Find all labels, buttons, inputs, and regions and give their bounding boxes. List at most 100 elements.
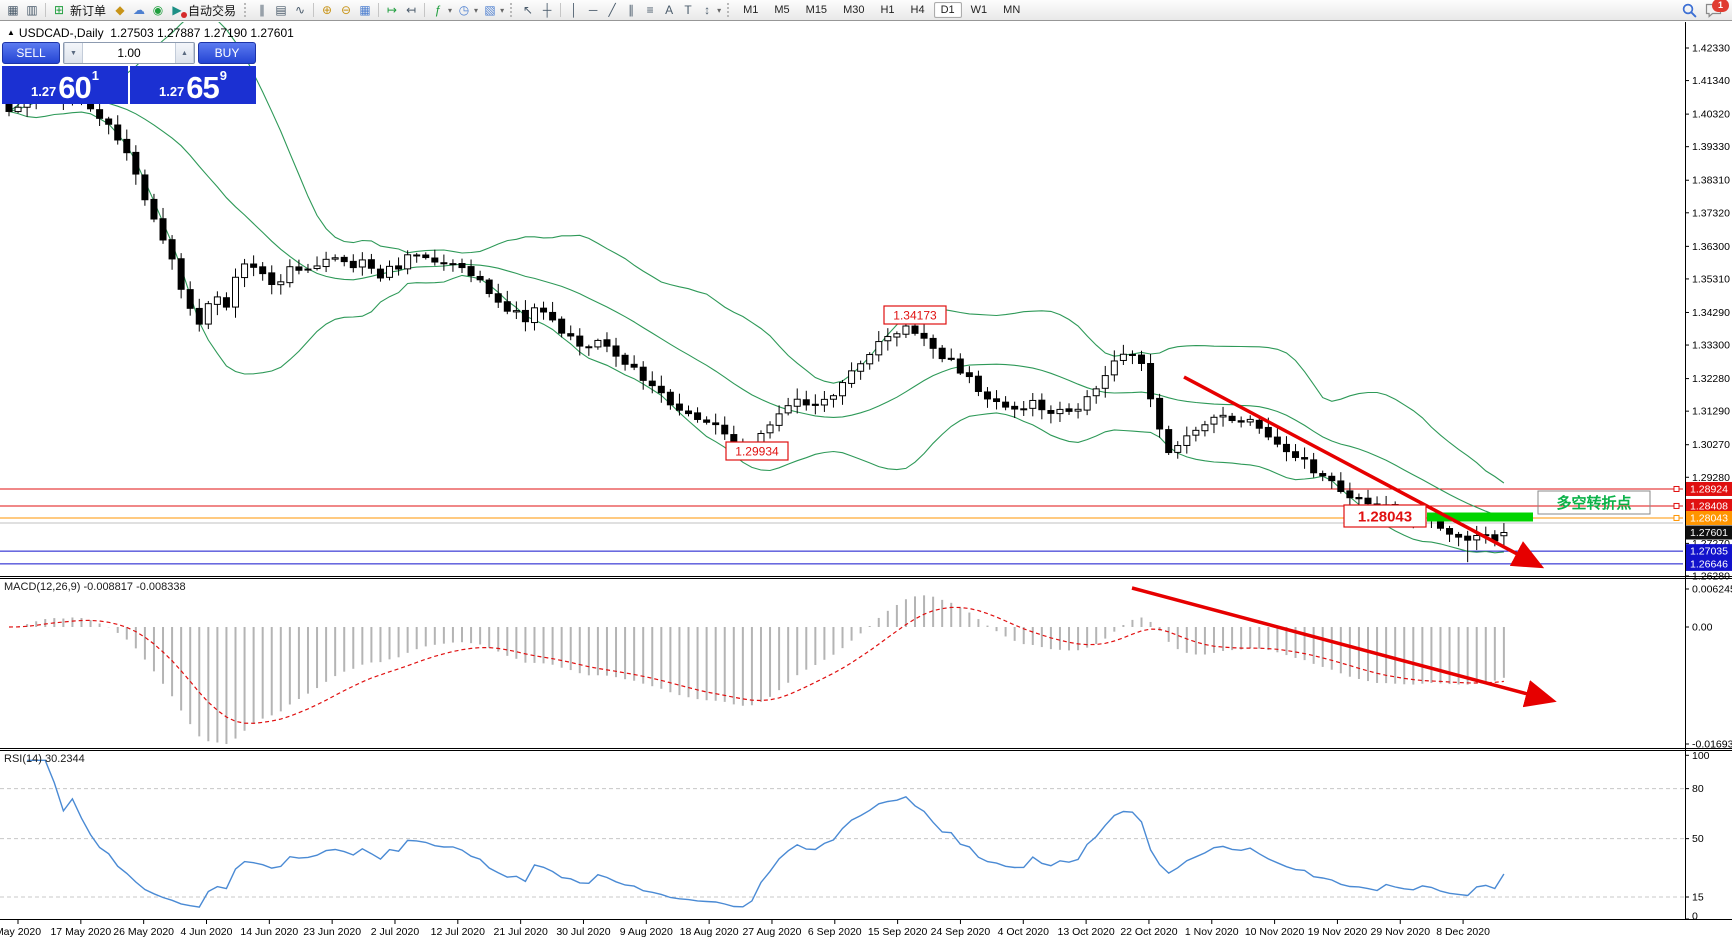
price-callout-1.28043[interactable]: 1.28043 <box>1343 504 1427 528</box>
candle-body <box>594 339 602 348</box>
sell-button[interactable]: SELL <box>2 42 60 64</box>
timeframe-d1[interactable]: D1 <box>933 2 962 18</box>
autotrading-button[interactable]: 自动交易 <box>188 3 237 18</box>
text-icon[interactable]: A <box>665 2 674 17</box>
zoom-in-icon[interactable]: ⊕ <box>322 2 333 17</box>
text-label-icon[interactable]: T <box>684 2 692 17</box>
new-order-button[interactable]: 新订单 <box>70 3 107 18</box>
callout-box <box>883 305 947 325</box>
badge-text: 1.26646 <box>1690 558 1728 570</box>
volume-input[interactable] <box>83 43 175 63</box>
autotrading-icon[interactable]: ▶ <box>168 2 188 19</box>
line-chart-icon[interactable]: ∿ <box>295 2 306 17</box>
periods-dropdown-caret[interactable]: ▾ <box>474 5 479 15</box>
candle-body <box>576 335 584 347</box>
chart-window-icon[interactable]: ▦ <box>7 2 19 17</box>
price-tick-label: 1.36300 <box>1692 241 1730 253</box>
equidistant-channel-icon[interactable]: ∥ <box>628 2 635 17</box>
timeframe-w1[interactable]: W1 <box>970 4 988 16</box>
bar-chart-icon[interactable]: ∥ <box>259 2 266 17</box>
sell-price[interactable]: 1.27 60 1 <box>2 66 128 104</box>
candle-body <box>1473 534 1481 541</box>
candle-body <box>866 354 874 365</box>
cursor-icon[interactable]: ↖ <box>523 2 534 17</box>
chat-icon[interactable]: 1 <box>1705 0 1729 18</box>
candle-body <box>1346 490 1354 499</box>
volume-increase-button[interactable]: ▲ <box>175 43 194 63</box>
new-order-icon[interactable]: ⊞ <box>53 2 65 17</box>
candle-body <box>1174 445 1182 453</box>
indicators-icon[interactable]: ƒ <box>434 2 442 17</box>
candlestick-chart-icon[interactable]: ▤ <box>275 2 287 17</box>
signals-icon[interactable]: ◉ <box>152 2 164 17</box>
auto-scroll-icon[interactable]: ↦ <box>387 2 398 17</box>
horizontal-line-objects[interactable] <box>0 485 1683 565</box>
price-trend-arrow[interactable] <box>1183 375 1545 569</box>
candle-body <box>213 296 221 305</box>
candle-body <box>458 263 466 269</box>
chart-shift-icon[interactable]: ↤ <box>406 2 417 17</box>
indicators-dropdown-caret[interactable]: ▾ <box>448 5 453 15</box>
search-icon[interactable] <box>1682 3 1697 18</box>
fibonacci-icon[interactable]: ≡ <box>646 2 654 17</box>
periods-icon[interactable]: ◷ <box>458 2 470 17</box>
candle-body <box>1337 480 1345 492</box>
buy-button[interactable]: BUY <box>198 42 256 64</box>
candle-body <box>911 325 919 334</box>
candle-body <box>1310 459 1318 474</box>
macd-name: MACD(12,26,9) <box>4 581 81 593</box>
badge-text: 1.28924 <box>1690 483 1728 495</box>
toolbar-separator <box>378 3 380 17</box>
timeframe-m5[interactable]: M5 <box>774 4 790 16</box>
timeframe-switcher: M1 M5 M15 M30 H1 H4 D1 W1 MN <box>736 2 1027 18</box>
toolbar-separator <box>560 3 562 17</box>
timeframe-h4[interactable]: H4 <box>910 4 925 16</box>
crosshair-icon[interactable]: ┼ <box>542 2 552 17</box>
candle-body <box>1237 420 1245 423</box>
candle-body <box>485 279 493 295</box>
vertical-line-icon[interactable]: │ <box>570 2 578 17</box>
date-label: 30 Jul 2020 <box>556 926 610 938</box>
price-callout-1.29934[interactable]: 1.29934 <box>725 441 789 461</box>
community-icon[interactable]: ☁ <box>133 2 146 17</box>
candle-body <box>1029 399 1037 409</box>
candle-body <box>177 258 185 290</box>
candle-body <box>114 124 122 141</box>
candle-body <box>929 337 937 349</box>
arrows-icon[interactable]: ↕ <box>704 2 711 17</box>
bollinger-bands[interactable] <box>8 11 1505 554</box>
zoom-out-icon[interactable]: ⊖ <box>341 2 352 17</box>
macd-trend-arrow[interactable] <box>1131 586 1557 708</box>
volume-stepper: ▼ ▲ <box>63 42 195 64</box>
candle-body <box>603 339 611 347</box>
volume-decrease-button[interactable]: ▼ <box>64 43 83 63</box>
buy-price[interactable]: 1.27 65 9 <box>130 66 256 104</box>
timeframe-mn[interactable]: MN <box>1003 4 1021 16</box>
horizontal-line-icon[interactable]: ─ <box>588 2 598 17</box>
timeframe-m1[interactable]: M1 <box>743 4 759 16</box>
candle-body <box>268 272 276 285</box>
price-callout-1.34173[interactable]: 1.34173 <box>883 305 947 325</box>
note-box[interactable]: 多空转折点 <box>1537 490 1651 515</box>
candle-body <box>1319 473 1327 477</box>
timeframe-h1[interactable]: H1 <box>880 4 895 16</box>
bollinger-middle <box>8 98 1505 519</box>
main-toolbar: ▦ ▥ ⊞ 新订单 ◆ ☁ ◉ ▶ 自动交易 ∥ ▤ ∿ ⊕ ⊖ ▦ ↦ ↤ ƒ… <box>0 0 1732 21</box>
date-label: 22 Oct 2020 <box>1120 926 1177 938</box>
templates-icon[interactable]: ▧ <box>484 2 496 17</box>
timeframe-m15[interactable]: M15 <box>805 4 828 16</box>
candle-body <box>395 265 403 270</box>
candle-body <box>105 118 113 125</box>
price-tick-label: 1.30270 <box>1692 439 1730 451</box>
tick-chart-icon[interactable]: ▥ <box>26 2 38 17</box>
deposit-icon[interactable]: ◆ <box>115 2 125 17</box>
timeframe-m30[interactable]: M30 <box>843 4 865 16</box>
note-border <box>1537 490 1651 515</box>
date-label: 21 Jul 2020 <box>493 926 547 938</box>
arrows-dropdown-caret[interactable]: ▾ <box>717 5 722 15</box>
trendline-icon[interactable]: ╱ <box>608 2 616 17</box>
date-label: 8 Dec 2020 <box>1436 926 1490 938</box>
tile-windows-icon[interactable]: ▦ <box>359 2 371 17</box>
templates-dropdown-caret[interactable]: ▾ <box>500 5 505 15</box>
